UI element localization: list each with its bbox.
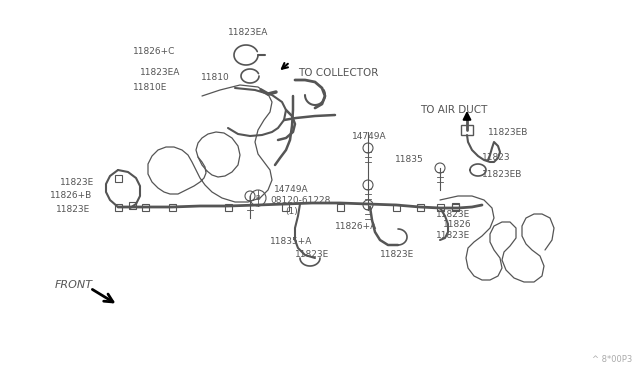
Text: ^ 8*00P3: ^ 8*00P3	[592, 355, 632, 364]
Text: 11826+A: 11826+A	[335, 222, 377, 231]
Text: 11823E: 11823E	[60, 178, 94, 187]
Text: 11823: 11823	[482, 153, 511, 162]
Bar	[452, 204, 459, 211]
Text: 11826+B: 11826+B	[50, 191, 92, 200]
Text: 11823E: 11823E	[295, 250, 329, 259]
Text: 11823E: 11823E	[436, 210, 470, 219]
Text: 14749A: 14749A	[352, 132, 387, 141]
Text: B: B	[255, 195, 260, 201]
Bar	[282, 204, 289, 211]
Bar	[225, 204, 232, 211]
Text: 11835+A: 11835+A	[270, 237, 312, 246]
Bar	[169, 204, 176, 211]
Text: FRONT: FRONT	[55, 280, 93, 290]
Text: 08120-61228: 08120-61228	[270, 196, 330, 205]
Bar	[115, 204, 122, 211]
Text: 11823E: 11823E	[436, 231, 470, 240]
Bar	[142, 204, 149, 211]
Bar	[452, 203, 459, 210]
Text: 11823E: 11823E	[380, 250, 414, 259]
Text: 14749A: 14749A	[274, 185, 308, 194]
Text: 11810: 11810	[201, 73, 230, 82]
Bar	[337, 204, 344, 211]
Text: (1): (1)	[285, 207, 298, 216]
Bar	[115, 175, 122, 182]
Text: 11823E: 11823E	[56, 205, 90, 214]
Text: 11823EB: 11823EB	[488, 128, 529, 137]
Text: 11823EA: 11823EA	[140, 68, 180, 77]
Bar	[417, 204, 424, 211]
Text: 11835: 11835	[395, 155, 424, 164]
Bar	[461, 125, 473, 135]
Text: 11823EB: 11823EB	[482, 170, 522, 179]
Text: 11826: 11826	[443, 220, 472, 229]
Text: 11810E: 11810E	[133, 83, 168, 92]
Text: TO COLLECTOR: TO COLLECTOR	[298, 68, 378, 78]
Text: 11826+C: 11826+C	[133, 47, 175, 56]
Text: TO AIR DUCT: TO AIR DUCT	[420, 105, 488, 115]
Text: 11823EA: 11823EA	[228, 28, 268, 37]
Bar	[129, 202, 136, 209]
Bar	[437, 204, 444, 211]
Bar	[393, 204, 400, 211]
